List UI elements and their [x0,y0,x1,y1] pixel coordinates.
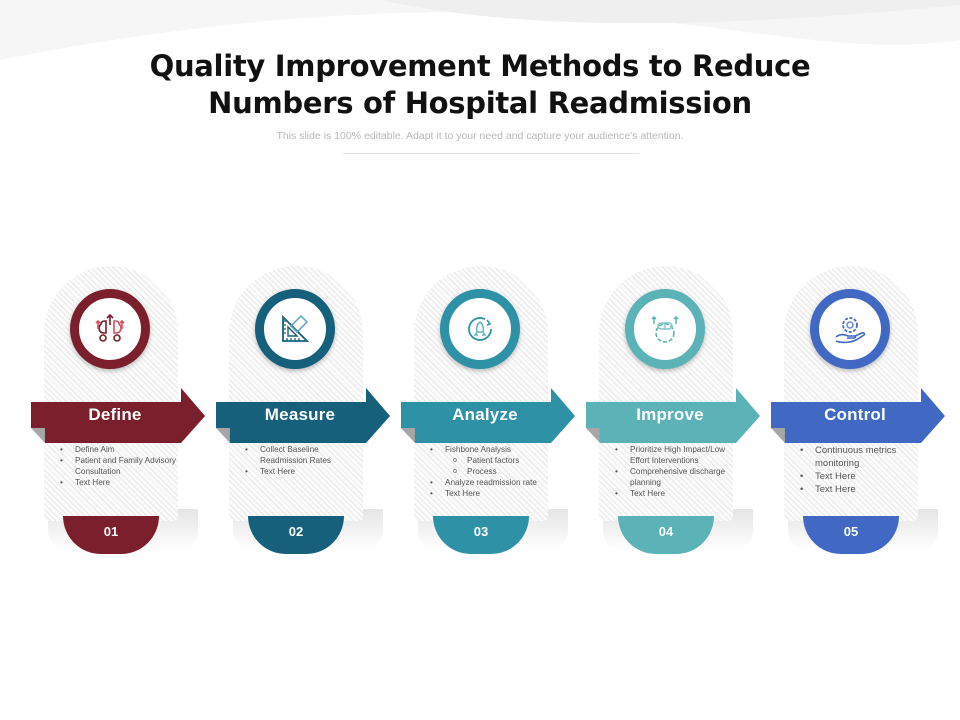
title-line-1: Quality Improvement Methods to Reduce [149,49,811,83]
step-banner: Analyze [401,388,575,443]
step-panel [229,266,363,521]
brain-gear-icon [651,315,679,343]
step-label: Analyze [452,405,518,424]
step-bullet: Analyze readmission rate [427,477,547,488]
step-bullet: Define Aim [57,444,177,455]
banner-arrow [401,388,575,443]
step-bullet: Fishbone Analysis [427,444,547,455]
step-bullet: Text Here [57,477,177,488]
icon-ring [810,289,890,369]
step-bullets: Define AimPatient and Family Advisory Co… [57,444,177,488]
step-analyze: Analyze Fishbone AnalysisPatient factors… [401,262,591,562]
step-bullet: Prioritize High Impact/Low Effort Interv… [612,444,732,466]
step-banner: Define [31,388,205,443]
step-bullet: Text Here [797,483,917,496]
brain-growth-icon [95,313,125,342]
step-bullets: Fishbone AnalysisPatient factorsProcessA… [427,444,547,499]
step-label: Measure [264,405,336,424]
step-bullets: Continuous metrics monitoringText HereTe… [797,444,917,496]
title-divider [343,153,639,154]
step-bullet: Text Here [797,470,917,483]
slide-subtitle: This slide is 100% editable. Adapt it to… [276,130,684,142]
step-banner: Control [771,388,945,443]
step-measure: Measure Collect Baseline Readmission Rat… [216,262,406,562]
step-bullet: Comprehensive discharge planning [612,466,732,488]
banner-arrow [586,388,760,443]
step-bullet: Patient factors [427,455,547,466]
step-bullet: Text Here [427,488,547,499]
step-banner: Measure [216,388,390,443]
step-improve: Improve Prioritize High Impact/Low Effor… [586,262,776,562]
step-bullets: Prioritize High Impact/Low Effort Interv… [612,444,732,499]
ruler-triangle-icon [282,314,310,342]
step-bullet: Patient and Family Advisory Consultation [57,455,177,477]
icon-ring [70,289,150,369]
step-label: Control [824,405,886,424]
step-bullet: Collect Baseline Readmission Rates [242,444,362,466]
title-line-2: Numbers of Hospital Readmission [208,86,752,120]
step-bullet: Text Here [612,488,732,499]
step-bullets: Collect Baseline Readmission RatesText H… [242,444,362,477]
step-label: Define [88,405,142,424]
icon-ring [440,289,520,369]
icon-ring [625,289,705,369]
step-define: Define Define AimPatient and Family Advi… [31,262,221,562]
icon-ring [255,289,335,369]
step-banner: Improve [586,388,760,443]
banner-arrow [216,388,390,443]
gear-hand-icon [835,317,866,344]
background-swoosh [0,0,960,60]
slide-title: Quality Improvement Methods to Reduce Nu… [0,48,960,122]
rocket-circle-icon [468,317,492,341]
step-bullet: Continuous metrics monitoring [797,444,917,470]
step-label: Improve [636,405,704,424]
step-bullet: Text Here [242,466,362,477]
step-control: Control Continuous metrics monitoringTex… [771,262,960,562]
banner-arrow [771,388,945,443]
banner-arrow [31,388,205,443]
step-bullet: Process [427,466,547,477]
